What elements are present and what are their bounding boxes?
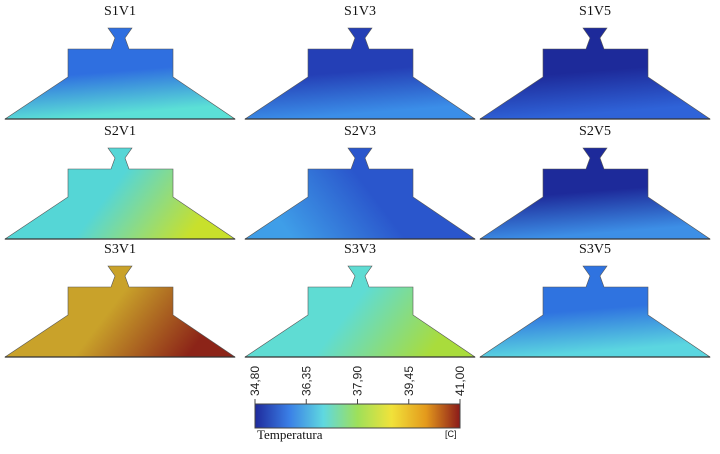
panel-s2v1: S2V1 [4,124,236,240]
panel-s1v3: S1V3 [244,4,476,120]
temperature-field-shape [479,27,711,120]
panel-title: S2V5 [579,124,611,139]
colorbar-tick-label: 41,00 [453,366,467,396]
panel-s2v3: S2V3 [244,124,476,240]
colorbar-unit: [C] [445,429,457,439]
panel-title: S2V1 [104,124,136,139]
panel-s3v5: S3V5 [479,242,711,358]
colorbar-tick-label: 36,35 [299,366,313,396]
panel-s3v1: S3V1 [4,242,236,358]
temperature-field-shape [4,27,236,120]
colorbar-ticks: 34,80 36,35 37,90 39,45 41,00 [248,366,467,404]
panel-s1v5: S1V5 [479,4,711,120]
colorbar-tick-label: 34,80 [248,366,262,396]
temperature-field-shape [244,265,476,358]
colorbar-title: Temperatura [257,427,323,442]
temperature-field-shape [479,265,711,358]
colorbar: 34,80 36,35 37,90 39,45 41,00 Temperatura [C… [248,366,467,442]
panel-title: S3V1 [104,242,136,257]
temperature-field-shape [244,147,476,240]
colorbar-tick-label: 39,45 [402,366,416,396]
panel-s3v3: S3V3 [244,242,476,358]
colorbar-tick-label: 37,90 [351,366,365,396]
panel-title: S1V3 [344,4,376,19]
temperature-field-shape [244,27,476,120]
temperature-field-shape [479,147,711,240]
panel-title: S1V5 [579,4,611,19]
panel-title: S2V3 [344,124,376,139]
colorbar-gradient [254,403,461,429]
panel-s2v5: S2V5 [479,124,711,240]
temperature-field-shape [4,147,236,240]
temperature-field-shape [4,265,236,358]
panel-title: S1V1 [104,4,136,19]
panel-title: S3V5 [579,242,611,257]
panel-grid: S1V1 S1V3 S1V5 S2V1 S2V3 S2V5 S3V1 S3V3 S3V5 [4,4,711,358]
panel-s1v1: S1V1 [4,4,236,120]
panel-title: S3V3 [344,242,376,257]
